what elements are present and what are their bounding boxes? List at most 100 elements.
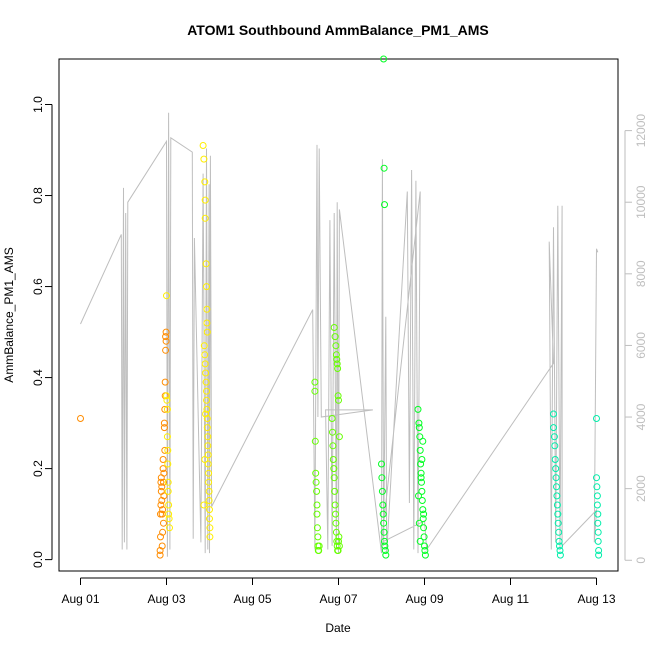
- data-point: [203, 405, 211, 413]
- data-point: [163, 292, 170, 300]
- data-point: [416, 446, 424, 454]
- data-point: [334, 547, 342, 554]
- secondary-line: [80, 112, 599, 557]
- data-point: [161, 446, 169, 454]
- data-point: [77, 415, 84, 422]
- series-2: [311, 324, 343, 554]
- data-point: [379, 501, 387, 509]
- data-point: [161, 405, 169, 413]
- x-tick-label: Aug 09: [405, 592, 443, 606]
- data-point: [335, 433, 343, 441]
- data-point: [158, 483, 166, 491]
- data-point: [380, 528, 388, 536]
- data-point: [418, 478, 425, 486]
- x-tick-label: Aug 07: [319, 592, 357, 606]
- data-point: [311, 378, 319, 386]
- data-point: [163, 433, 171, 441]
- data-point: [556, 551, 564, 559]
- data-point: [380, 164, 388, 172]
- data-point: [594, 519, 602, 527]
- data-point: [551, 442, 559, 450]
- data-point: [556, 542, 563, 550]
- data-point: [200, 501, 208, 509]
- data-point: [203, 328, 211, 336]
- data-point: [329, 442, 337, 450]
- data-point: [166, 524, 173, 532]
- data-point: [199, 142, 207, 149]
- data-point: [201, 178, 209, 186]
- x-axis: Aug 01 Aug 03 Aug 05 Aug 07 Aug 09 Aug 11 Aug …: [61, 577, 616, 606]
- data-point: [330, 474, 338, 482]
- data-point: [311, 437, 319, 445]
- scatter-points: [77, 55, 603, 559]
- data-point: [159, 456, 167, 463]
- y-right-tick-label: 10000: [634, 185, 648, 219]
- data-point: [200, 342, 208, 350]
- data-point: [164, 460, 172, 468]
- data-point: [556, 547, 564, 554]
- data-point: [552, 474, 560, 482]
- data-point: [329, 428, 336, 436]
- data-point: [421, 551, 429, 559]
- data-point: [203, 319, 211, 327]
- data-point: [421, 542, 428, 550]
- data-point: [593, 492, 601, 500]
- data-point: [160, 519, 167, 527]
- data-point: [552, 465, 560, 473]
- data-point: [419, 506, 427, 514]
- data-point: [550, 424, 557, 432]
- data-point: [331, 487, 339, 495]
- data-point: [203, 424, 211, 432]
- data-point: [381, 547, 389, 554]
- data-point: [162, 333, 170, 341]
- data-point: [202, 369, 210, 377]
- data-point: [551, 456, 559, 463]
- data-point: [160, 424, 168, 432]
- data-point: [165, 510, 173, 518]
- data-point: [328, 415, 336, 422]
- y-axis-label: AmmBalance_PM1_AMS: [2, 247, 16, 382]
- data-point: [333, 360, 341, 368]
- data-point: [201, 351, 209, 359]
- data-point: [550, 410, 557, 418]
- data-point: [314, 533, 322, 541]
- data-point: [203, 283, 210, 291]
- data-point: [330, 324, 338, 331]
- series-3: [378, 55, 429, 559]
- data-point: [417, 474, 425, 482]
- data-point: [205, 478, 213, 486]
- y-right-tick-label: 6000: [634, 332, 648, 359]
- chart-title: ATOM1 Southbound AmmBalance_PM1_AMS: [187, 22, 489, 38]
- data-point: [593, 415, 600, 422]
- data-point: [381, 537, 388, 545]
- data-point: [200, 155, 208, 163]
- data-point: [203, 415, 211, 422]
- data-point: [415, 519, 423, 527]
- data-point: [331, 501, 339, 509]
- data-point: [332, 519, 340, 527]
- data-point: [204, 442, 212, 450]
- data-point: [201, 360, 209, 368]
- data-point: [332, 351, 340, 359]
- data-point: [156, 547, 164, 554]
- x-tick-label: Aug 13: [577, 592, 615, 606]
- data-point: [381, 542, 389, 550]
- data-point: [163, 392, 170, 400]
- data-point: [163, 396, 171, 404]
- data-point: [160, 478, 167, 486]
- data-point: [417, 460, 425, 468]
- data-point: [595, 551, 603, 559]
- data-point: [420, 533, 428, 541]
- data-point: [312, 469, 320, 477]
- data-point: [202, 410, 210, 418]
- y-right-tick-label: 8000: [634, 260, 648, 287]
- data-point: [330, 465, 338, 473]
- data-point: [378, 487, 386, 495]
- data-point: [335, 533, 343, 541]
- y-tick-label: 0.2: [31, 460, 45, 477]
- data-point: [553, 501, 561, 509]
- y-right-tick-label: 4000: [634, 403, 648, 430]
- data-point: [594, 510, 602, 518]
- series-0: [77, 328, 170, 559]
